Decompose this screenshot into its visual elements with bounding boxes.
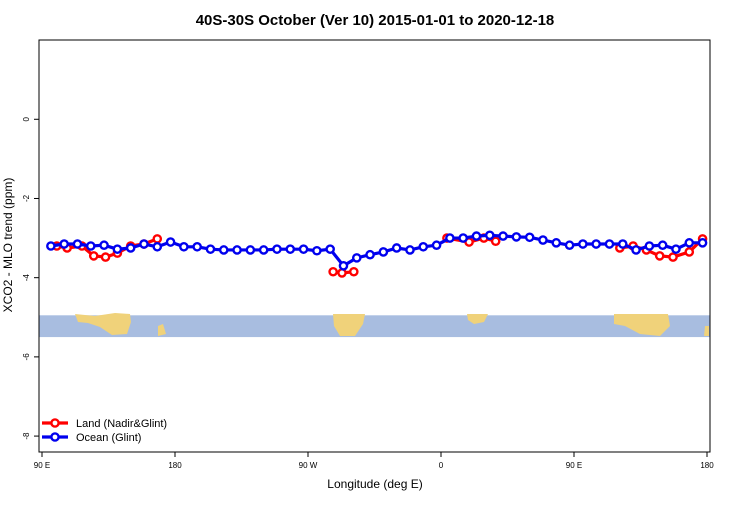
data-point (139, 239, 149, 249)
data-point (85, 241, 96, 251)
data-point (617, 239, 628, 249)
legend-marker (50, 432, 60, 442)
data-point (272, 244, 282, 254)
data-point (152, 234, 163, 244)
data-point (654, 251, 665, 261)
x-axis-label: Longitude (deg E) (327, 477, 422, 491)
map-land-1 (158, 324, 166, 336)
series-line (50, 233, 703, 268)
data-point (312, 245, 322, 256)
data-point (551, 238, 562, 248)
basemap-strip (39, 313, 710, 338)
data-point (697, 238, 708, 248)
map-land-4 (614, 314, 670, 336)
map-land-0 (75, 313, 131, 335)
y-axis: 0 -2 -4 -6 -8 (22, 117, 39, 440)
legend: Land (Nadir&Glint) Ocean (Glint) (42, 418, 167, 444)
data-point (431, 240, 442, 251)
data-point (112, 244, 123, 254)
plot-frame (38, 39, 711, 453)
data-point (471, 231, 482, 241)
data-point (591, 239, 601, 249)
data-point (218, 245, 229, 255)
data-point (484, 230, 495, 241)
data-point (524, 232, 535, 243)
legend-marker (50, 418, 60, 428)
data-point (72, 239, 83, 249)
data-point (671, 244, 681, 254)
map-land-5 (704, 326, 709, 336)
data-point (604, 239, 615, 249)
data-point (325, 244, 335, 254)
data-point (511, 232, 522, 242)
legend-label: Land (Nadir&Glint) (76, 418, 167, 430)
x-axis: 90 E 180 90 W 0 90 E 180 (34, 452, 714, 470)
data-point (538, 235, 548, 245)
data-point (498, 231, 508, 241)
y-tick-label: -4 (22, 274, 31, 282)
data-point (349, 266, 359, 277)
y-tick-label: -2 (22, 194, 31, 202)
data-point (684, 238, 695, 248)
x-tick-label: 90 E (34, 461, 50, 470)
x-tick-label: 180 (700, 461, 714, 470)
map-land-3 (467, 314, 488, 324)
data-point (46, 241, 56, 251)
data-point (378, 247, 389, 257)
data-point (338, 260, 349, 271)
y-tick-label: 0 (22, 117, 31, 122)
data-point (165, 237, 176, 247)
map-land-2 (333, 314, 365, 336)
data-point (192, 241, 202, 252)
data-point (232, 245, 242, 255)
data-point (405, 245, 415, 255)
data-point (59, 239, 69, 249)
data-point (258, 245, 269, 255)
data-point (298, 244, 309, 254)
data-point (418, 241, 429, 252)
y-tick-label: -6 (22, 353, 31, 361)
data-point (179, 241, 189, 252)
data-point (205, 244, 216, 254)
data-point (351, 253, 362, 263)
data-point (644, 241, 655, 251)
data-point (99, 240, 109, 251)
data-point (564, 240, 575, 251)
data-point (458, 233, 468, 243)
data-point (100, 252, 111, 262)
data-point (391, 243, 402, 253)
data-point (668, 252, 678, 262)
data-point (365, 249, 375, 260)
data-point (328, 266, 338, 277)
series-layer (46, 230, 708, 278)
data-point (445, 233, 455, 243)
data-point (578, 239, 588, 249)
y-axis-label: XCO2 - MLO trend (ppm) (1, 178, 15, 313)
x-tick-label: 180 (168, 461, 182, 470)
series-ocean (46, 230, 708, 271)
map-ocean (39, 315, 710, 338)
y-tick-label: -8 (22, 432, 31, 440)
x-tick-label: 90 E (566, 461, 582, 470)
data-point (631, 245, 641, 255)
x-tick-label: 90 W (299, 461, 318, 470)
data-point (245, 245, 256, 255)
data-point (88, 251, 99, 261)
data-point (684, 247, 695, 257)
data-point (125, 243, 136, 253)
chart-title: 40S-30S October (Ver 10) 2015-01-01 to 2… (196, 12, 555, 29)
data-point (490, 236, 501, 247)
data-point (152, 241, 163, 252)
data-point (285, 244, 296, 254)
data-point (657, 240, 668, 251)
legend-label: Ocean (Glint) (76, 432, 141, 444)
x-tick-label: 0 (439, 461, 444, 470)
